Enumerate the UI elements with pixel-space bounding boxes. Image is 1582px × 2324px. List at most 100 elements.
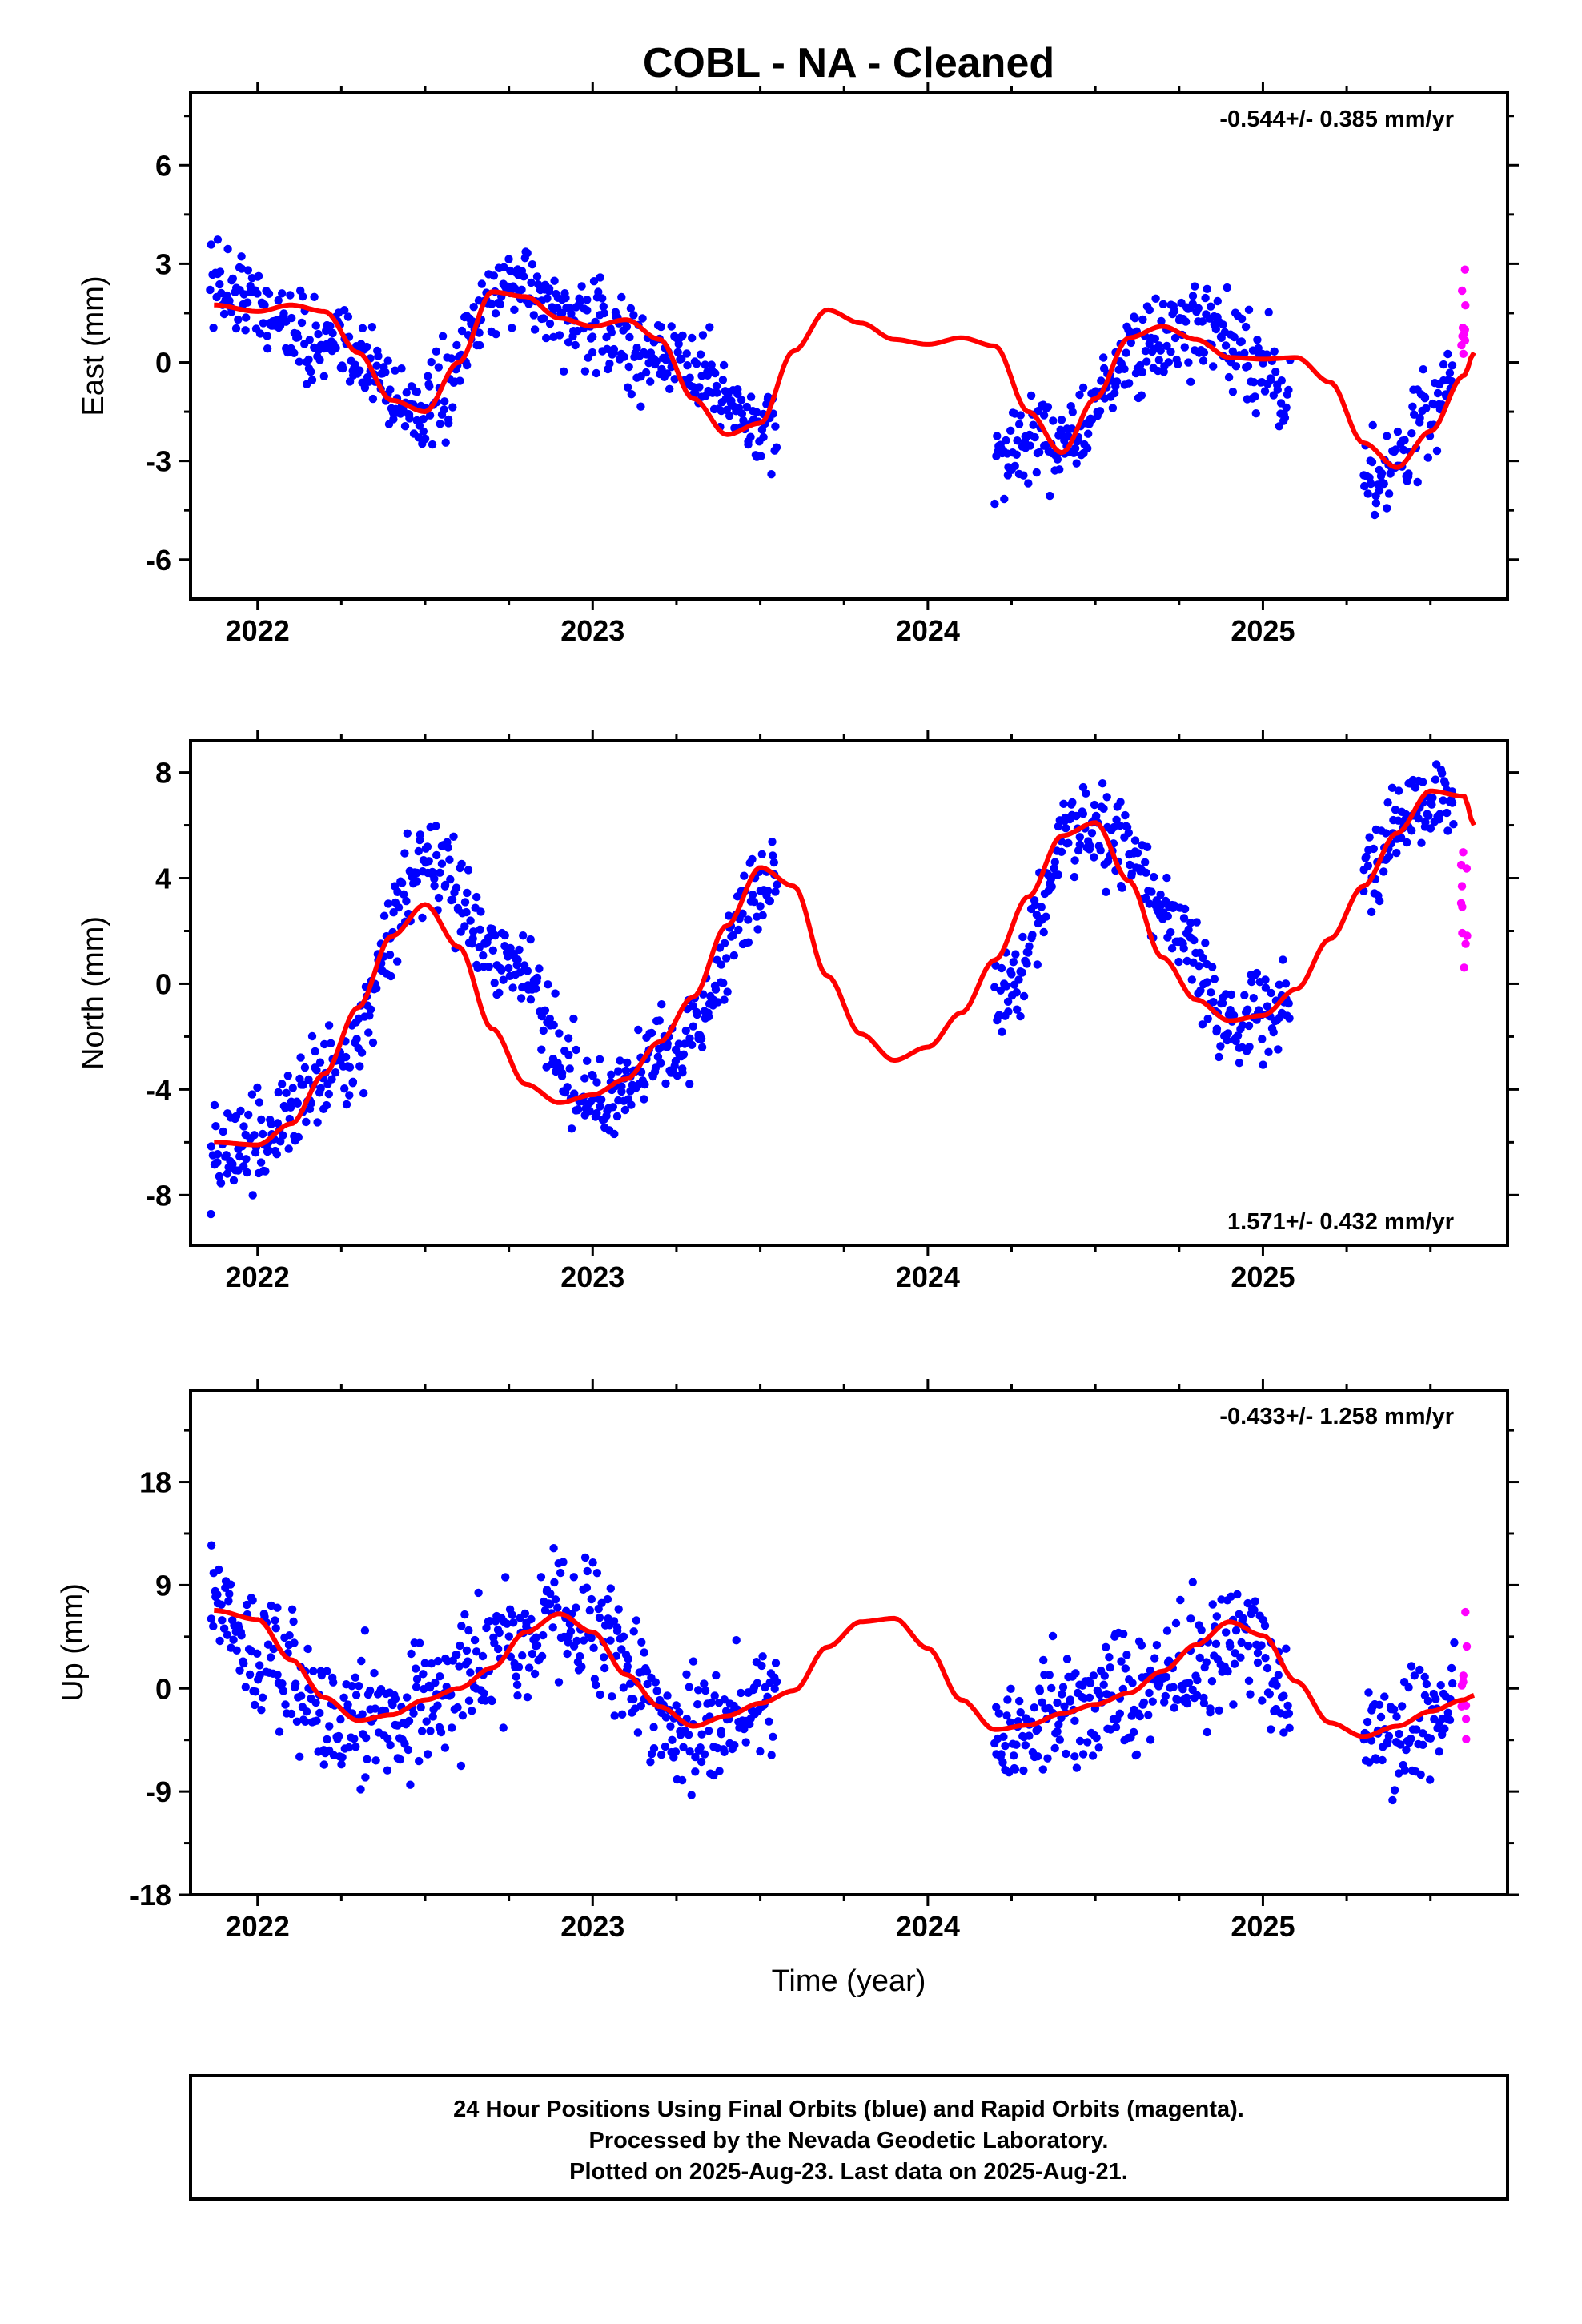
north-point: [535, 964, 544, 973]
east-point: [315, 356, 324, 364]
up-point: [501, 1573, 510, 1582]
up-point: [456, 1761, 466, 1771]
data-layer: [206, 235, 1476, 520]
east-point: [1237, 337, 1247, 346]
north-point: [1284, 999, 1293, 1008]
up-point: [436, 1672, 444, 1681]
north-point: [757, 850, 766, 859]
north-point: [256, 1158, 266, 1167]
east-point: [397, 364, 406, 373]
north-point: [222, 1151, 231, 1160]
east-point: [340, 306, 349, 315]
up-point: [1002, 1711, 1011, 1720]
east-point: [1251, 409, 1261, 418]
north-point: [393, 957, 402, 966]
up-point: [289, 1617, 298, 1626]
east-point: [1083, 444, 1092, 453]
east-point: [1138, 315, 1147, 324]
up-point: [1012, 1740, 1021, 1749]
north-point: [544, 980, 552, 989]
north-point: [1156, 890, 1165, 899]
north-point: [1025, 942, 1034, 951]
up-point: [1105, 1653, 1114, 1662]
up-point: [1048, 1631, 1058, 1641]
east-point: [279, 309, 288, 318]
up-point: [1285, 1723, 1294, 1732]
east-point: [1277, 376, 1287, 385]
up-point: [1171, 1618, 1181, 1628]
north-point: [479, 951, 488, 960]
up-point: [589, 1643, 598, 1652]
north-point: [689, 1022, 697, 1031]
up-point: [1279, 1691, 1288, 1700]
up-point: [772, 1677, 781, 1687]
east-point: [1460, 330, 1468, 339]
up-point: [458, 1711, 468, 1720]
up-point: [576, 1651, 584, 1661]
east-point: [577, 282, 586, 291]
north-point: [612, 1112, 622, 1121]
plot-frame: [189, 1389, 1509, 1896]
up-point: [583, 1566, 592, 1576]
east-point: [295, 357, 303, 366]
east-point: [1137, 391, 1146, 400]
east-point: [381, 368, 390, 376]
north-point: [1059, 799, 1068, 808]
north-point: [1460, 963, 1468, 972]
up-point: [720, 1747, 729, 1756]
up-point: [1199, 1699, 1209, 1707]
east-point: [1209, 362, 1218, 371]
east-point: [1097, 376, 1106, 385]
north-point: [1215, 1052, 1223, 1062]
east-point: [1433, 388, 1443, 398]
east-point: [402, 388, 411, 397]
north-point: [1068, 798, 1077, 807]
y-tick-label: 0: [155, 1672, 171, 1705]
north-point: [239, 1122, 248, 1131]
up-point: [271, 1624, 280, 1633]
east-point: [1231, 362, 1241, 371]
north-point: [1054, 870, 1062, 879]
east-point: [1043, 403, 1053, 412]
north-point: [324, 1021, 334, 1030]
east-point: [674, 340, 683, 348]
north-point: [580, 1074, 589, 1083]
up-point: [1233, 1590, 1242, 1599]
y-tick-label: -4: [146, 1073, 171, 1106]
east-point: [463, 360, 472, 370]
up-point: [225, 1590, 234, 1598]
up-point: [649, 1744, 659, 1753]
east-point: [428, 440, 437, 449]
north-point: [508, 983, 517, 992]
up-point: [652, 1687, 661, 1695]
east-point: [260, 300, 269, 309]
east-point: [1145, 305, 1154, 315]
east-point: [1368, 420, 1377, 430]
north-point: [1115, 821, 1125, 830]
north-point: [1019, 991, 1029, 1001]
east-point: [641, 368, 651, 377]
east-point: [311, 321, 320, 330]
up-point: [422, 1717, 431, 1726]
east-point: [733, 389, 742, 399]
east-point: [543, 294, 552, 303]
panel-2: 2022 2023 2024 2025 8 4 0 -4 -8 North (mm) 1.571+/…: [77, 730, 1519, 1293]
east-point: [1264, 308, 1273, 317]
up-point: [518, 1651, 527, 1660]
north-point: [526, 995, 536, 1004]
east-point: [1420, 394, 1430, 403]
north-point: [1264, 1047, 1273, 1057]
up-point: [556, 1568, 565, 1578]
up-point: [732, 1636, 741, 1645]
north-point: [445, 855, 454, 864]
east-point: [1039, 411, 1049, 420]
up-point: [457, 1622, 466, 1630]
east-point: [742, 402, 751, 412]
east-point: [712, 381, 721, 391]
up-point: [312, 1716, 321, 1725]
east-point: [1203, 284, 1211, 293]
north-point: [1124, 828, 1134, 838]
north-point: [304, 1075, 313, 1084]
up-point: [452, 1651, 461, 1659]
up-point: [540, 1606, 550, 1615]
